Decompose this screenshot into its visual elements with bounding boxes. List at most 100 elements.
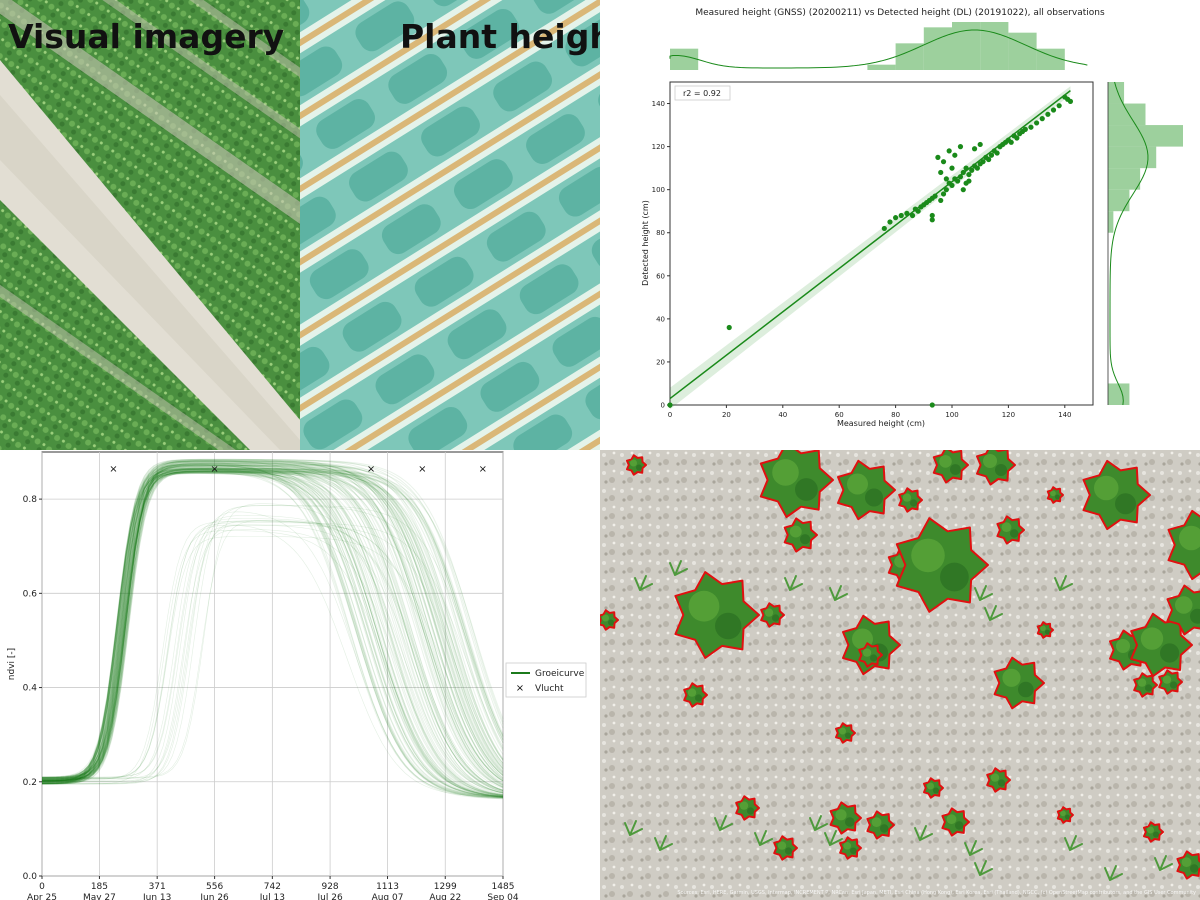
weed-sprout	[974, 860, 993, 876]
plant-leaf	[1190, 608, 1200, 624]
plant-leaf	[940, 562, 969, 592]
growth-curve	[41, 467, 504, 781]
plant-leaf	[687, 688, 697, 697]
growth-curve	[42, 461, 504, 785]
growth-curve	[41, 470, 504, 796]
height-band	[352, 262, 600, 450]
growth-curve	[41, 472, 504, 798]
growth-curve	[42, 470, 504, 781]
growth-curve	[41, 464, 504, 799]
growth-curve	[42, 520, 504, 789]
plant-block	[408, 406, 468, 450]
plant-leaf	[630, 459, 637, 467]
plant-leaf	[880, 824, 889, 833]
scatter-point	[1039, 116, 1045, 122]
x-tick-date: Aug 22	[429, 893, 461, 900]
scatter-point	[946, 148, 952, 154]
growth-curve	[42, 470, 504, 794]
growth-curve	[42, 460, 504, 781]
growth-curve	[42, 465, 504, 788]
plant-leaf	[1094, 475, 1119, 501]
growth-curve	[42, 472, 504, 778]
plant-leaf	[636, 464, 642, 471]
scatter-point	[957, 174, 964, 180]
scatter-point	[994, 150, 1000, 156]
growth-curve	[42, 530, 504, 798]
weed-sprout	[634, 575, 653, 591]
scatter-point	[938, 197, 944, 204]
y-tick-label: 0.8	[23, 495, 38, 505]
growth-curve	[42, 469, 504, 799]
weed-sprout	[824, 830, 843, 846]
growth-curve	[42, 460, 504, 782]
plant-leaf	[847, 473, 868, 495]
plant-height-label: Plant height	[400, 17, 600, 56]
plant-block	[532, 0, 592, 14]
scatter-point	[1045, 111, 1051, 117]
plant-leaf	[800, 534, 811, 545]
growth-curve	[41, 465, 504, 785]
furrow-band	[343, 250, 600, 450]
scatter-point	[912, 206, 918, 212]
x-tick-label: 928	[321, 882, 338, 892]
scatter-point	[949, 182, 955, 188]
growth-curve	[42, 471, 504, 800]
plant-leaf	[1145, 684, 1153, 692]
plant-leaf	[1002, 668, 1021, 687]
plant-block	[300, 346, 330, 397]
growth-curve	[42, 467, 504, 799]
plant-block	[421, 106, 480, 157]
marginal-x-kde	[669, 29, 1088, 69]
growth-curve	[42, 470, 504, 784]
growth-curve	[41, 460, 504, 779]
growth-curve	[42, 461, 504, 784]
flight-marker: ×	[210, 464, 218, 475]
tall-plant-band	[352, 262, 600, 450]
plant-leaf	[688, 590, 720, 622]
growth-curve	[42, 468, 504, 797]
growth-curve	[41, 470, 504, 797]
plant-block	[303, 399, 363, 450]
scatter-point	[938, 169, 944, 176]
growth-curve	[41, 459, 504, 784]
weed-sprout	[809, 815, 828, 831]
plant-block	[486, 211, 546, 262]
tall-plant-band	[300, 0, 600, 306]
plant-block	[447, 309, 507, 360]
map-attribution: Sources: Esri, HERE, Garmin, USGS, Inter…	[677, 890, 1196, 896]
scatter-point	[986, 156, 992, 163]
x-tick-label: 100	[945, 411, 958, 419]
plant-leaf	[850, 847, 857, 855]
y-tick-label: 140	[652, 100, 665, 108]
plant-leaf	[845, 732, 851, 739]
growth-curve	[41, 459, 504, 798]
height-band	[300, 52, 600, 371]
growth-curve	[42, 471, 504, 796]
growth-curve	[42, 459, 504, 783]
growth-curve	[42, 470, 504, 785]
growth-curve	[41, 464, 504, 783]
growth-curve	[41, 469, 504, 793]
scatter-point	[926, 197, 933, 204]
growth-curve	[42, 470, 504, 781]
weed-sprout	[654, 835, 673, 851]
y-tick-label: 0.6	[23, 589, 38, 599]
x-tick-label: 80	[891, 411, 900, 419]
scatter-xlabel: Measured height (cm)	[837, 419, 925, 428]
plant-block	[300, 196, 336, 247]
imagery-svg: Visual imagery Plant height	[0, 0, 600, 450]
growth-curve	[41, 466, 504, 783]
x-tick-label: 20	[722, 411, 731, 419]
growth-curve	[42, 464, 504, 797]
scatter-point	[960, 187, 966, 193]
x-tick-label: 120	[1002, 411, 1015, 419]
growth-curve	[42, 462, 504, 795]
scatter-point	[935, 154, 941, 160]
plant-block	[526, 114, 585, 164]
scatter-panel: Measured height (GNSS) (20200211) vs Det…	[600, 0, 1200, 450]
height-band	[300, 157, 600, 450]
growth-curve	[42, 466, 504, 800]
x-tick-date: Sep 04	[487, 893, 519, 900]
growth-curve	[41, 460, 504, 780]
growth-curve	[41, 469, 504, 794]
